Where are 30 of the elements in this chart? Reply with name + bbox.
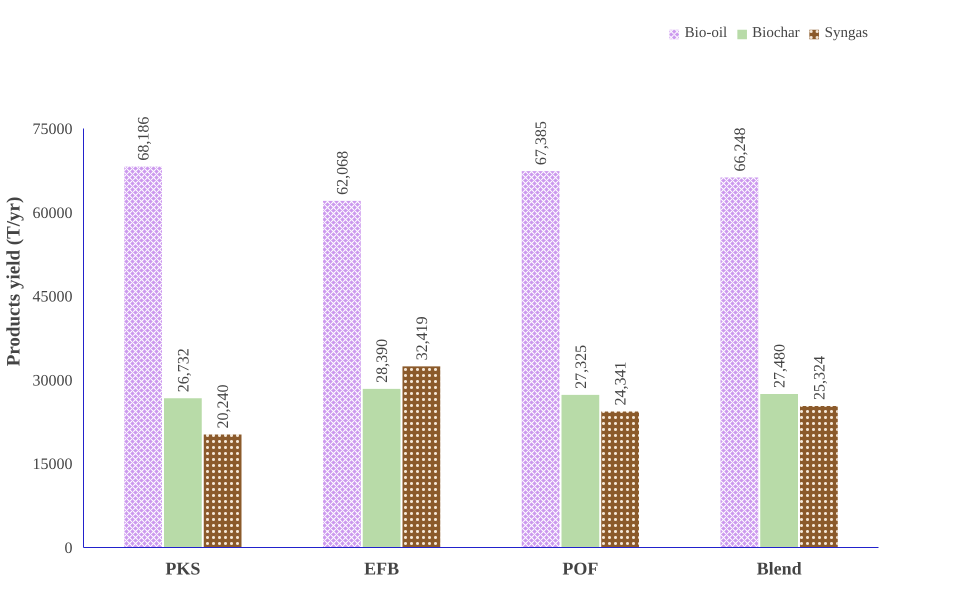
data-label: 62,068: [334, 150, 352, 195]
data-label: 66,248: [732, 127, 749, 172]
legend-label: Syngas: [824, 25, 868, 42]
x-tick-label: EFB: [364, 558, 400, 578]
data-label: 24,341: [612, 362, 630, 406]
data-label: 32,419: [414, 316, 431, 360]
y-tick-label: 60000: [32, 204, 72, 222]
x-tick-label: POF: [562, 558, 598, 578]
x-tick-label: PKS: [165, 558, 200, 578]
y-tick-label: 45000: [32, 288, 72, 306]
bar: [164, 398, 202, 548]
data-label: 68,186: [136, 116, 153, 161]
data-label: 67,385: [533, 121, 550, 166]
y-tick-label: 30000: [32, 372, 72, 390]
y-tick-label: 0: [64, 540, 72, 557]
data-label: 28,390: [374, 338, 392, 383]
y-tick-label: 75000: [32, 121, 72, 138]
legend-label: Biochar: [752, 25, 800, 42]
data-label: 27,325: [572, 344, 590, 389]
y-axis-title: Products yield (T/yr): [4, 196, 24, 366]
data-label: 27,480: [772, 344, 789, 388]
bar: [561, 394, 600, 548]
data-label: 25,324: [811, 356, 828, 400]
legend-label: Bio-oil: [684, 25, 728, 42]
bar: [760, 394, 798, 548]
x-tick-label: Blend: [756, 558, 802, 578]
data-label: 26,732: [175, 348, 192, 392]
bar: [362, 388, 401, 548]
y-tick-label: 15000: [32, 456, 72, 474]
data-label: 20,240: [215, 384, 232, 428]
